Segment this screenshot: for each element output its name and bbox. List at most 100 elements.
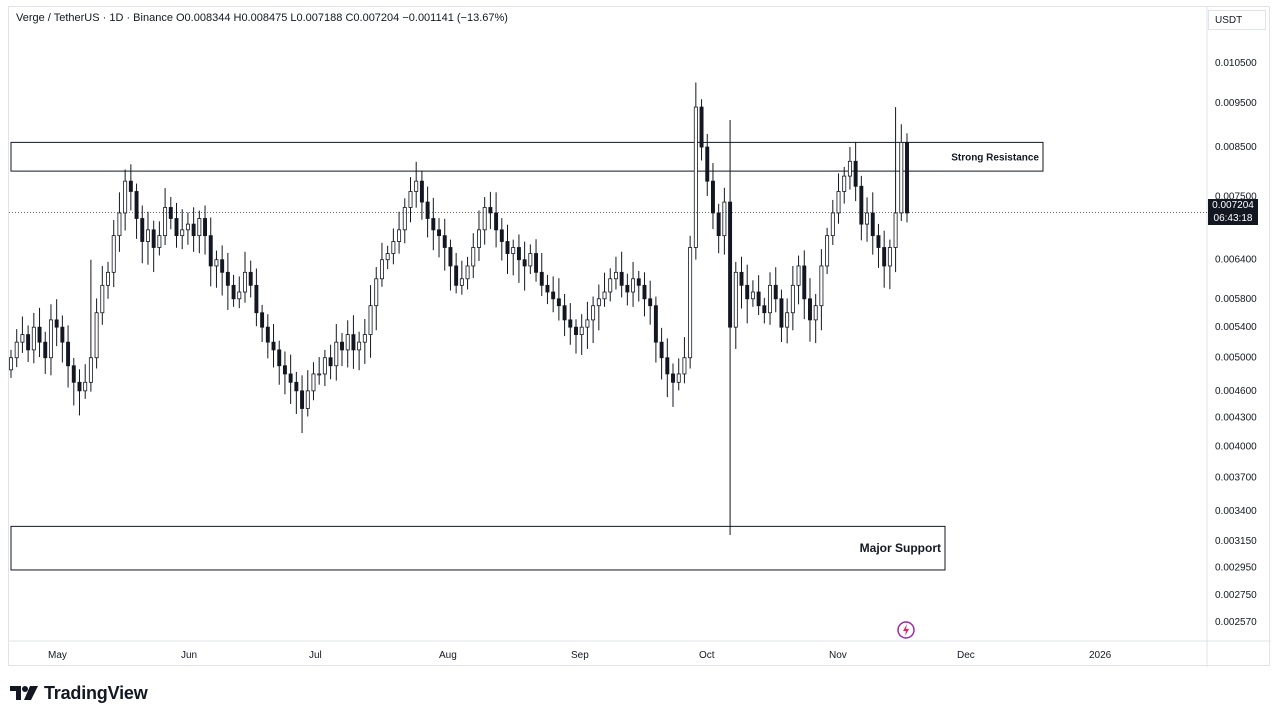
candle-body[interactable] xyxy=(693,106,698,248)
candle-body[interactable] xyxy=(705,146,710,182)
candle-body[interactable] xyxy=(311,373,316,392)
candle-body[interactable] xyxy=(106,271,110,286)
candle-body[interactable] xyxy=(516,247,521,261)
candle-body[interactable] xyxy=(534,253,539,273)
currency-selector[interactable]: USDT xyxy=(1208,10,1266,30)
candle-body[interactable] xyxy=(379,259,384,280)
candle-body[interactable] xyxy=(613,271,618,280)
candle-body[interactable] xyxy=(248,271,253,286)
candle-body[interactable] xyxy=(579,326,584,335)
candle-body[interactable] xyxy=(893,212,898,248)
candle-body[interactable] xyxy=(328,357,333,367)
candle-body[interactable] xyxy=(585,319,590,328)
candle-body[interactable] xyxy=(785,312,790,328)
candle-body[interactable] xyxy=(20,334,25,343)
candle-body[interactable] xyxy=(43,341,48,359)
candle-body[interactable] xyxy=(710,180,715,214)
candle-body[interactable] xyxy=(699,106,704,148)
candle-body[interactable] xyxy=(77,381,82,392)
candle-body[interactable] xyxy=(733,271,738,328)
candle-body[interactable] xyxy=(277,349,282,367)
candle-body[interactable] xyxy=(362,334,367,343)
candle-body[interactable] xyxy=(317,373,322,376)
candle-body[interactable] xyxy=(665,357,670,375)
candle-body[interactable] xyxy=(437,229,441,237)
candle-body[interactable] xyxy=(357,341,362,351)
candle-body[interactable] xyxy=(671,373,675,383)
candle-body[interactable] xyxy=(756,291,761,307)
candle-body[interactable] xyxy=(882,247,887,267)
candle-body[interactable] xyxy=(66,341,71,367)
candle-body[interactable] xyxy=(648,298,653,307)
candle-body[interactable] xyxy=(31,326,36,351)
candle-body[interactable] xyxy=(260,312,265,328)
candle-body[interactable] xyxy=(454,265,459,286)
candle-body[interactable] xyxy=(88,357,93,383)
candle-body[interactable] xyxy=(808,298,812,321)
candle-body[interactable] xyxy=(237,291,242,300)
candle-body[interactable] xyxy=(608,278,613,293)
candle-body[interactable] xyxy=(471,247,476,267)
candle-body[interactable] xyxy=(688,247,693,359)
candle-body[interactable] xyxy=(397,229,402,242)
candle-body[interactable] xyxy=(374,278,379,307)
candle-body[interactable] xyxy=(887,247,892,267)
candle-body[interactable] xyxy=(551,291,556,300)
candle-body[interactable] xyxy=(511,247,516,254)
tradingview-logo[interactable]: TradingView xyxy=(10,682,148,704)
candle-body[interactable] xyxy=(265,326,270,343)
candle-body[interactable] xyxy=(636,278,641,286)
candle-body[interactable] xyxy=(151,229,156,248)
candle-body[interactable] xyxy=(819,265,824,307)
candle-body[interactable] xyxy=(117,212,122,237)
candle-body[interactable] xyxy=(334,341,339,367)
candle-body[interactable] xyxy=(385,253,390,261)
candle-body[interactable] xyxy=(790,284,795,314)
candle-body[interactable] xyxy=(676,373,681,383)
candle-body[interactable] xyxy=(813,305,818,321)
candle-body[interactable] xyxy=(905,141,909,214)
candle-body[interactable] xyxy=(619,271,624,286)
candle-body[interactable] xyxy=(682,357,687,375)
candle-body[interactable] xyxy=(865,212,870,225)
candle-body[interactable] xyxy=(408,191,413,208)
candle-body[interactable] xyxy=(54,319,59,328)
candle-body[interactable] xyxy=(876,235,881,248)
candle-body[interactable] xyxy=(231,284,236,300)
candle-body[interactable] xyxy=(300,390,305,409)
candle-body[interactable] xyxy=(836,191,841,214)
candle-body[interactable] xyxy=(94,312,99,359)
candle-body[interactable] xyxy=(762,305,767,314)
candle-body[interactable] xyxy=(796,265,801,286)
candle-body[interactable] xyxy=(134,191,139,219)
candle-body[interactable] xyxy=(368,305,373,335)
candle-body[interactable] xyxy=(847,160,852,177)
candle-body[interactable] xyxy=(568,319,573,328)
candle-body[interactable] xyxy=(539,271,544,286)
candle-body[interactable] xyxy=(482,207,487,231)
candle-body[interactable] xyxy=(145,229,150,242)
candle-body[interactable] xyxy=(739,271,744,286)
candle-body[interactable] xyxy=(631,278,636,293)
candle-body[interactable] xyxy=(596,298,601,307)
candle-body[interactable] xyxy=(140,218,145,242)
candle-body[interactable] xyxy=(185,223,190,231)
candle-body[interactable] xyxy=(465,265,470,280)
candle-body[interactable] xyxy=(574,326,578,335)
candle-body[interactable] xyxy=(528,253,533,267)
candle-body[interactable] xyxy=(9,357,13,371)
candle-body[interactable] xyxy=(71,365,76,383)
candle-body[interactable] xyxy=(37,326,42,343)
candle-body[interactable] xyxy=(214,259,219,267)
candle-body[interactable] xyxy=(870,212,875,237)
candle-body[interactable] xyxy=(768,284,773,314)
candle-body[interactable] xyxy=(26,334,31,351)
candle-body[interactable] xyxy=(48,319,53,359)
candle-body[interactable] xyxy=(168,207,173,219)
candle-body[interactable] xyxy=(282,365,287,375)
candle-body[interactable] xyxy=(128,180,133,192)
candle-body[interactable] xyxy=(545,284,550,293)
candle-body[interactable] xyxy=(899,141,904,214)
candle-body[interactable] xyxy=(642,284,647,300)
candle-body[interactable] xyxy=(842,175,847,192)
